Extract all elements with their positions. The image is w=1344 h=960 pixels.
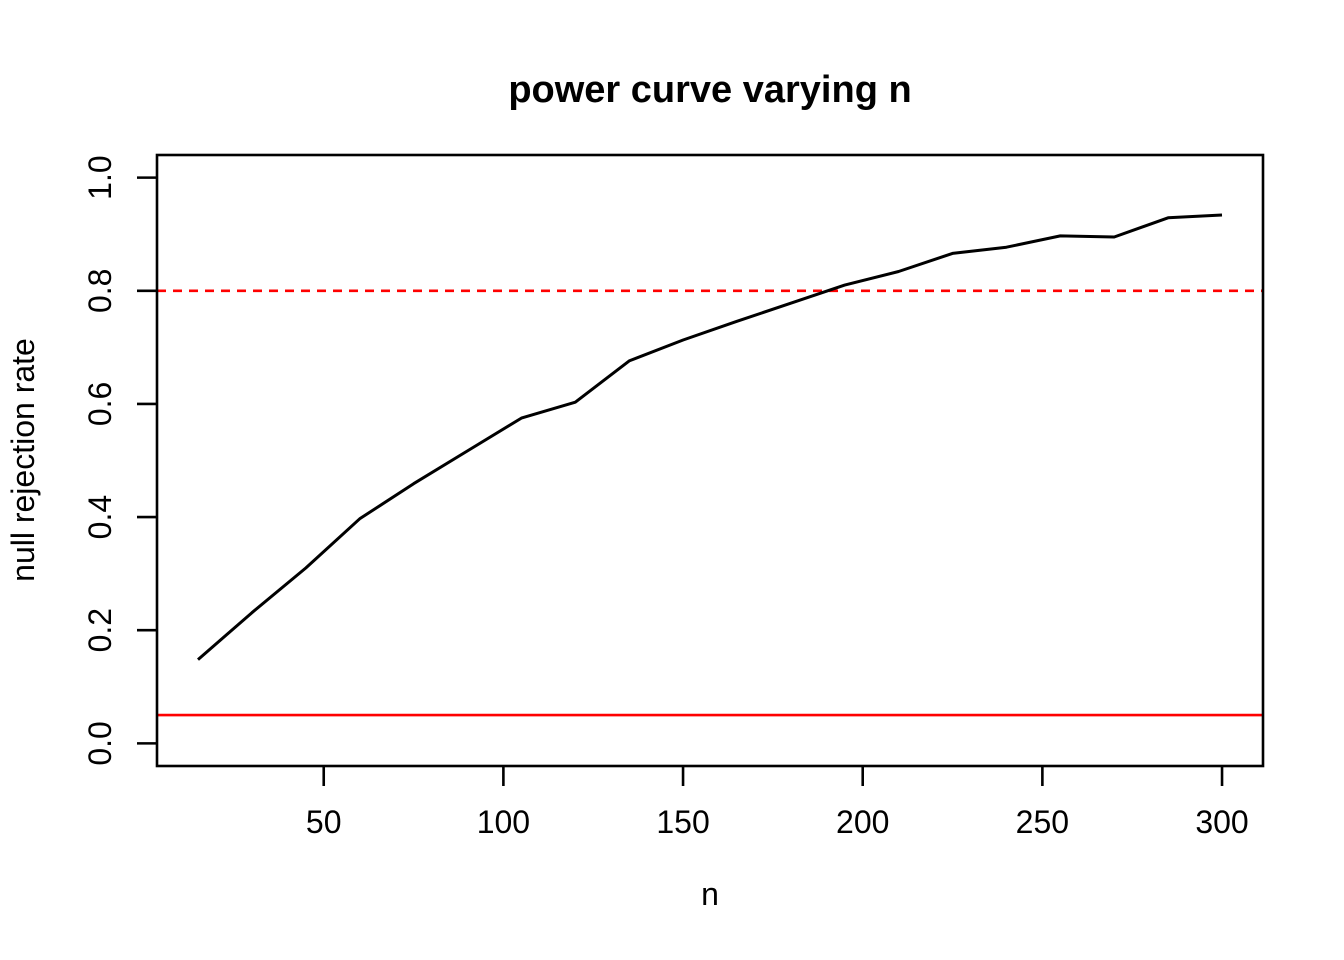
x-tick-label: 300 [1195,804,1248,840]
x-tick-label: 250 [1016,804,1069,840]
y-tick-label: 0.8 [82,269,118,313]
x-tick-label: 150 [656,804,709,840]
power-curve-line [197,213,1223,661]
x-tick-label: 50 [306,804,342,840]
y-axis-label: null rejection rate [5,338,41,582]
y-tick-label: 0.4 [82,495,118,539]
y-tick-label: 0.0 [82,721,118,765]
plot-area: 50 100 150 200 250 300 0.0 0.2 0.4 0.6 0.8 1.0 [82,153,1265,840]
x-axis-label: n [701,876,719,912]
x-tick-label: 200 [836,804,889,840]
plot-box [155,153,1265,768]
y-tick-label: 1.0 [82,155,118,199]
chart-title: power curve varying n [508,69,911,111]
y-tick-label: 0.2 [82,608,118,652]
x-tick-label: 100 [477,804,530,840]
y-tick-label: 0.6 [82,382,118,426]
